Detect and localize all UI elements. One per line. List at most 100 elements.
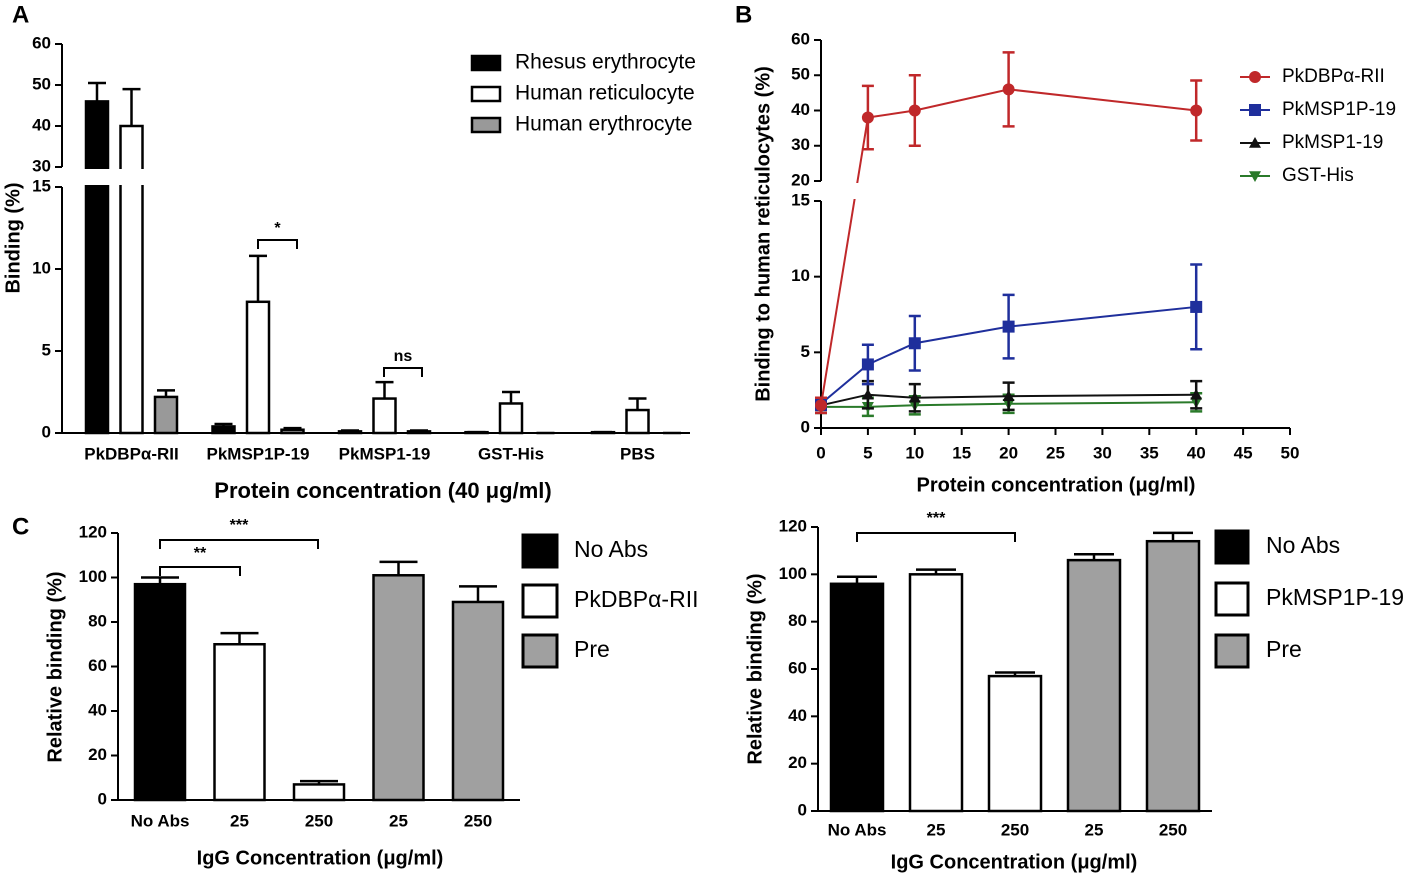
x-tick-label: PkMSP1P-19 [207, 444, 310, 463]
y-tick-label: 30 [32, 156, 51, 175]
y-tick-label: 15 [791, 190, 810, 209]
y-tick-label: 15 [32, 176, 51, 195]
y-tick-label: 40 [788, 706, 807, 725]
error-bar [214, 422, 233, 427]
x-tick-label: 25 [927, 820, 946, 839]
bar [84, 100, 110, 435]
y-tick-label: 5 [801, 342, 810, 361]
bar [213, 643, 266, 802]
y-tick-label: 30 [791, 135, 810, 154]
error-bar [375, 380, 394, 399]
y-tick-label: 10 [791, 266, 810, 285]
bar [451, 600, 505, 802]
legend-label: PkMSP1P-19 [1266, 584, 1404, 610]
legend-swatch [1214, 633, 1250, 669]
y-tick-label: 0 [42, 422, 51, 441]
x-tick-label: PBS [620, 444, 655, 463]
bar [1145, 539, 1201, 813]
y-tick-label: 0 [801, 417, 810, 436]
marker [1002, 320, 1015, 333]
x-axis-label: Protein concentration (μg/ml) [917, 474, 1196, 496]
y-tick-label: 50 [791, 65, 810, 84]
panel-label: C [12, 513, 29, 540]
marker [861, 111, 874, 124]
x-tick-label: 50 [1281, 443, 1300, 462]
error-bar [283, 426, 302, 430]
panel-label: B [735, 1, 752, 28]
error-bar [220, 631, 259, 645]
significance-bracket [257, 239, 298, 249]
significance-bracket [159, 566, 241, 576]
error-bar [459, 585, 497, 602]
y-tick-label: 120 [779, 516, 807, 535]
x-tick-label: 250 [1001, 820, 1029, 839]
x-tick-label: 5 [863, 443, 872, 462]
marker [1190, 104, 1203, 117]
significance-label: ns [394, 348, 413, 365]
significance-label: ** [194, 545, 207, 562]
error-bar [88, 81, 106, 102]
legend-swatch [521, 633, 559, 669]
x-tick-label: 20 [999, 443, 1018, 462]
y-tick-label: 50 [32, 74, 51, 93]
bar [372, 574, 425, 802]
significance-bracket [159, 539, 319, 549]
error-bar [410, 429, 428, 432]
legend-marker [1249, 104, 1261, 116]
axis-break [819, 183, 1292, 199]
marker [1002, 390, 1015, 402]
legend-swatch [470, 54, 502, 72]
y-tick-label: 60 [788, 658, 807, 677]
legend-label: PkDBPα-RII [574, 586, 698, 612]
x-tick-label: 25 [1046, 443, 1065, 462]
y-tick-label: 100 [79, 567, 107, 586]
legend-label: No Abs [1266, 532, 1340, 558]
bar [625, 408, 650, 435]
y-tick-label: 80 [788, 611, 807, 630]
marker [908, 104, 921, 117]
x-tick-label: 25 [230, 811, 249, 830]
x-axis-label: Protein concentration (40 μg/ml) [214, 478, 551, 503]
x-tick-label: 0 [816, 443, 825, 462]
error-bar [249, 254, 267, 302]
legend-swatch [470, 85, 502, 103]
bar [498, 402, 524, 435]
y-tick-label: 20 [791, 170, 810, 189]
legend-marker [1249, 171, 1261, 182]
y-axis-label: Relative binding (%) [744, 573, 766, 764]
bar [987, 674, 1043, 813]
x-axis-label: IgG Concentration (μg/ml) [891, 851, 1138, 873]
y-tick-label: 60 [32, 33, 51, 52]
bar [211, 425, 236, 435]
marker [1002, 83, 1015, 96]
y-tick-label: 40 [32, 115, 51, 134]
legend-label: No Abs [574, 536, 648, 562]
panel-label: A [12, 1, 29, 28]
bar [133, 582, 187, 802]
x-tick-label: GST-His [478, 444, 544, 463]
legend-swatch [470, 116, 502, 134]
error-bar [157, 389, 175, 397]
y-axis-label: Relative binding (%) [44, 571, 66, 762]
y-tick-label: 80 [88, 611, 107, 630]
bar [280, 428, 305, 435]
legend-marker [1249, 137, 1261, 148]
marker [861, 358, 874, 371]
x-tick-label: PkDBPα-RII [84, 444, 179, 463]
y-tick-label: 120 [79, 522, 107, 541]
y-tick-label: 40 [88, 700, 107, 719]
marker [861, 388, 874, 400]
y-tick-label: 40 [791, 100, 810, 119]
legend-marker [1249, 71, 1261, 83]
legend-swatch [1214, 529, 1250, 565]
significance-label: * [274, 220, 281, 237]
x-axis-label: IgG Concentration (μg/ml) [197, 847, 444, 869]
marker [815, 399, 827, 412]
error-bar [379, 560, 418, 576]
y-tick-label: 0 [98, 789, 107, 808]
significance-bracket [856, 532, 1016, 542]
y-tick-label: 20 [788, 753, 807, 772]
error-bar [628, 397, 647, 411]
y-tick-label: 60 [791, 29, 810, 48]
